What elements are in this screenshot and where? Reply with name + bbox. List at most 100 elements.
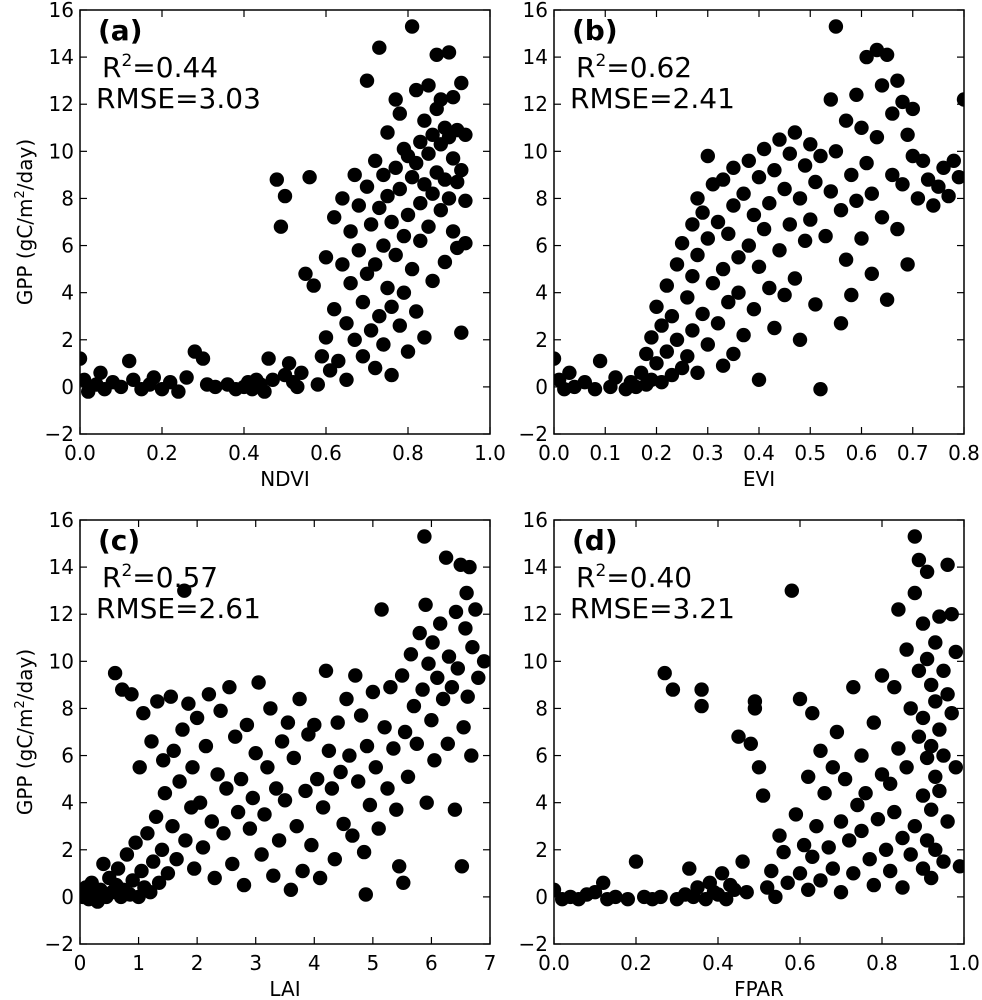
data-point (471, 670, 486, 685)
data-point (731, 729, 746, 744)
data-point (907, 585, 922, 601)
y-tick-label: −2 (45, 422, 74, 446)
data-point (207, 870, 222, 886)
x-tick-label: 2 (191, 951, 204, 975)
data-point (409, 304, 424, 319)
data-point (355, 294, 371, 310)
data-point (801, 769, 816, 784)
r-squared-label: R2=0.62 (576, 51, 692, 84)
data-point (911, 729, 927, 744)
data-point (911, 552, 927, 568)
data-point (289, 819, 304, 834)
data-point (362, 797, 378, 813)
data-point (760, 880, 775, 895)
data-point (438, 550, 454, 565)
data-point (146, 854, 161, 869)
data-point (664, 367, 680, 383)
data-point (396, 228, 412, 244)
data-point (277, 188, 293, 204)
data-point (787, 271, 803, 286)
data-point (425, 635, 440, 650)
data-point (792, 332, 808, 347)
data-point (321, 743, 337, 758)
data-point (271, 833, 287, 848)
data-point (751, 372, 767, 387)
data-point (587, 885, 603, 900)
x-tick-label: 1 (132, 951, 145, 975)
data-point (710, 214, 726, 230)
data-point (134, 863, 149, 879)
data-point (928, 842, 943, 857)
data-point (854, 748, 869, 763)
data-point (233, 771, 249, 787)
data-point (113, 379, 129, 395)
data-point (201, 687, 217, 702)
data-point (694, 682, 709, 697)
y-tick-label: 4 (61, 281, 74, 305)
data-point (204, 814, 219, 829)
data-point (368, 153, 383, 168)
data-point (828, 19, 844, 34)
data-point (756, 221, 772, 237)
data-point (409, 82, 424, 98)
data-point (306, 278, 321, 293)
y-tick-label: 6 (535, 234, 548, 258)
data-point (940, 814, 955, 829)
data-point (813, 148, 828, 164)
data-point (727, 882, 742, 897)
y-tick-label: 8 (535, 186, 548, 210)
x-tick-label: 0.2 (146, 441, 178, 465)
data-point (910, 191, 926, 206)
data-point (392, 106, 407, 121)
x-tick-label: 0.6 (310, 441, 342, 465)
y-tick-label: 6 (61, 234, 74, 258)
data-point (222, 680, 237, 695)
x-tick-label: 0.0 (538, 951, 570, 975)
x-axis-label: EVI (743, 467, 775, 491)
y-tick-label: 6 (535, 744, 548, 768)
x-tick-label: 0.0 (64, 441, 96, 465)
data-point (809, 819, 824, 834)
data-point (314, 349, 330, 364)
data-point (80, 351, 88, 366)
data-point (899, 642, 914, 657)
data-point (755, 788, 771, 803)
data-point (746, 302, 762, 317)
data-point (418, 597, 433, 612)
data-point (368, 760, 383, 775)
x-tick-label: 6 (425, 951, 438, 975)
data-point (895, 880, 910, 895)
data-point (915, 788, 931, 803)
panel-label: (a) (98, 14, 143, 47)
data-point (343, 224, 358, 239)
x-tick-label: 0.1 (589, 441, 621, 465)
data-point (805, 706, 820, 721)
data-point (441, 191, 457, 206)
data-point (932, 783, 947, 799)
data-point (448, 604, 464, 620)
data-point (787, 125, 803, 140)
data-point (784, 583, 799, 598)
data-point (797, 158, 813, 173)
data-point (915, 153, 931, 168)
data-point (743, 736, 758, 751)
data-point (649, 299, 664, 314)
data-point (165, 819, 180, 834)
data-point (169, 852, 184, 867)
data-point (181, 696, 196, 711)
data-point (392, 859, 407, 874)
data-point (444, 680, 460, 695)
x-axis-label: LAI (269, 977, 300, 1000)
data-point (425, 273, 440, 289)
data-point (874, 767, 890, 782)
data-point (372, 40, 387, 55)
data-point (695, 205, 710, 220)
data-point (322, 363, 338, 378)
points-a (80, 19, 473, 399)
data-point (339, 316, 354, 331)
data-point (404, 261, 420, 277)
data-point (592, 353, 608, 369)
data-point (948, 760, 963, 775)
data-point (700, 148, 715, 164)
